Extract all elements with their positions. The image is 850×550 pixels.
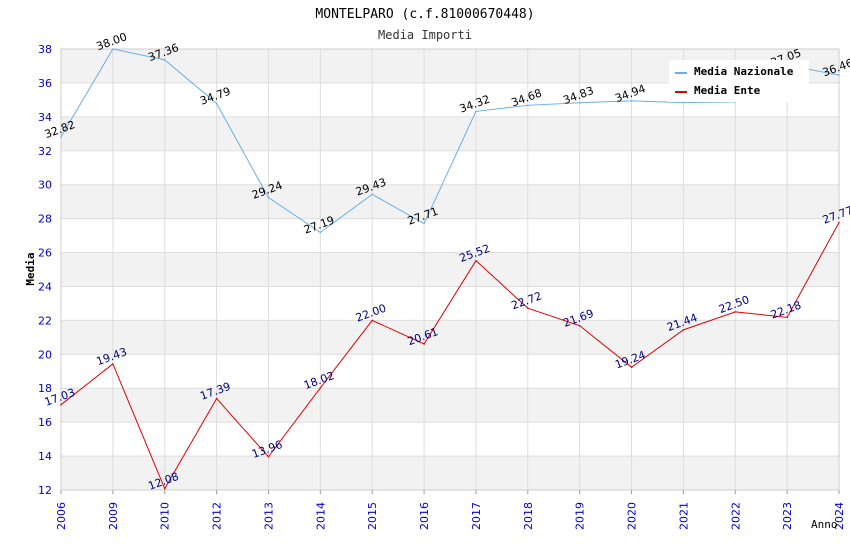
x-tick-label: 2022 — [729, 502, 742, 530]
y-tick-label: 26 — [38, 247, 52, 260]
data-point-media-ente — [371, 319, 374, 322]
data-point-media-nazionale — [215, 102, 218, 105]
x-tick-label: 2009 — [107, 502, 120, 530]
series-points — [60, 48, 840, 490]
series-line-media-ente — [60, 222, 840, 490]
y-tick-label: 22 — [38, 314, 52, 327]
data-point-media-nazionale — [475, 110, 477, 113]
chart-title: MONTELPARO (c.f.81000670448) — [315, 7, 534, 22]
y-tick-label: 38 — [38, 43, 52, 56]
data-label-media-nazionale: 34.68 — [510, 87, 544, 110]
y-tick-label: 34 — [38, 111, 52, 124]
x-tick-label: 2020 — [626, 502, 639, 530]
legend: Media Nazionale Media Ente — [669, 60, 809, 102]
x-tick-label: 2018 — [522, 502, 535, 530]
data-point-media-ente — [838, 221, 840, 224]
data-point-media-ente — [215, 397, 218, 400]
data-point-media-nazionale — [60, 136, 62, 138]
data-point-media-ente — [786, 316, 788, 319]
data-point-media-nazionale — [163, 59, 166, 61]
x-tick-label: 2016 — [418, 502, 431, 530]
band-28-30 — [61, 184, 839, 219]
x-axis-label: Anno — [811, 518, 838, 531]
data-point-media-ente — [163, 487, 166, 490]
x-tick-labels: 2006 2009 2010 2012 2013 2014 2015 2016 2017 2018… — [55, 502, 846, 530]
data-label-media-ente: 22.18 — [769, 299, 803, 322]
data-point-media-nazionale — [527, 104, 529, 107]
data-point-media-ente — [630, 366, 633, 368]
legend-label-media-ente: Media Ente — [694, 84, 761, 97]
y-tick-label: 30 — [38, 179, 52, 192]
axes — [60, 48, 840, 494]
data-point-media-nazionale — [371, 193, 374, 196]
y-tick-label: 16 — [38, 416, 52, 429]
data-point-media-nazionale — [838, 74, 840, 76]
band-32-34 — [61, 116, 839, 151]
legend-label-media-nazionale: Media Nazionale — [694, 65, 794, 78]
data-point-media-ente — [734, 311, 737, 313]
series-line-media-nazionale — [60, 48, 840, 233]
y-axis-label: Media — [24, 252, 37, 285]
band-20-22 — [61, 320, 839, 355]
data-point-media-nazionale — [682, 101, 685, 104]
data-point-media-nazionale — [578, 101, 581, 104]
y-tick-label: 36 — [38, 77, 52, 90]
plot-frame — [60, 48, 840, 491]
data-point-media-nazionale — [319, 231, 322, 234]
data-point-media-ente — [578, 324, 581, 327]
x-tick-label: 2010 — [159, 502, 172, 530]
band-12-14 — [61, 456, 839, 490]
x-tick-label: 2017 — [470, 502, 483, 530]
data-point-media-nazionale — [630, 100, 633, 102]
x-tick-label: 2015 — [366, 502, 379, 530]
y-tick-label: 32 — [38, 145, 52, 158]
y-tick-label: 28 — [38, 213, 52, 226]
legend-box — [669, 60, 809, 102]
y-tick-label: 20 — [38, 348, 52, 361]
x-tick-label: 2019 — [574, 502, 587, 530]
data-point-media-ente — [682, 329, 685, 331]
data-label-media-nazionale: 34.32 — [458, 93, 492, 116]
data-point-media-ente — [112, 363, 114, 365]
band-24-26 — [61, 252, 839, 287]
y-tick-label: 14 — [38, 450, 52, 463]
y-tick-labels: 12 14 16 18 20 22 24 26 28 30 32 34 36 38 — [38, 43, 52, 497]
data-label-media-nazionale: 34.79 — [198, 85, 232, 108]
x-tick-label: 2024 — [833, 502, 846, 530]
plot-background-bands — [61, 49, 839, 490]
x-tick-label: 2013 — [262, 502, 275, 530]
data-point-media-nazionale — [267, 196, 270, 199]
y-tick-label: 24 — [38, 280, 52, 293]
data-point-media-ente — [475, 259, 477, 262]
data-point-media-nazionale — [112, 48, 114, 50]
data-point-media-nazionale — [423, 222, 425, 225]
data-point-media-ente — [423, 343, 425, 345]
y-tick-label: 12 — [38, 484, 52, 497]
x-tick-label: 2023 — [781, 502, 794, 530]
band-16-18 — [61, 388, 839, 423]
chart-subtitle: Media Importi — [378, 28, 472, 42]
series-lines — [60, 48, 840, 490]
x-tick-label: 2006 — [55, 502, 68, 530]
data-point-media-ente — [319, 387, 322, 389]
data-label-media-nazionale: 34.83 — [561, 84, 595, 107]
x-tick-label: 2012 — [211, 502, 224, 530]
data-point-media-ente — [60, 403, 62, 406]
x-tick-label: 2021 — [677, 502, 690, 530]
data-label-media-ente: 22.72 — [510, 289, 544, 312]
data-point-media-ente — [527, 307, 529, 309]
y-tick-label: 18 — [38, 382, 52, 395]
x-tick-label: 2014 — [314, 502, 327, 530]
data-point-media-ente — [267, 455, 270, 458]
